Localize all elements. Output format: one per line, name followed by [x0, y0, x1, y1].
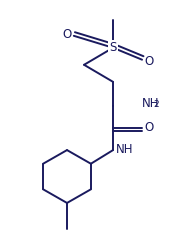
- Text: O: O: [144, 55, 153, 68]
- Text: O: O: [144, 122, 153, 134]
- Text: O: O: [62, 28, 72, 41]
- Text: 2: 2: [153, 100, 159, 109]
- Text: NH: NH: [116, 143, 133, 156]
- Text: S: S: [109, 41, 117, 54]
- Text: NH: NH: [142, 97, 160, 110]
